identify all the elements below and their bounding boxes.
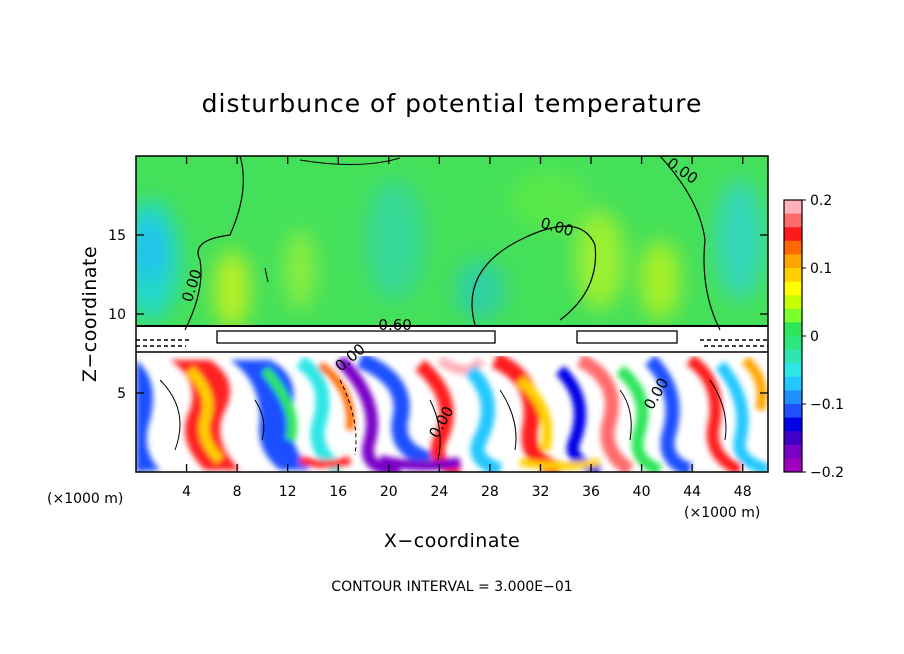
colorbar-swatch <box>784 254 802 269</box>
y-tick-label: 10 <box>108 307 126 323</box>
x-tick-label: 28 <box>481 484 499 500</box>
colorbar-tick-label: 0.2 <box>810 193 832 209</box>
colorbar-swatch <box>784 404 802 419</box>
x-tick-label: 40 <box>633 484 651 500</box>
colorbar-swatch <box>784 417 802 432</box>
colorbar-swatch <box>784 376 802 391</box>
x-unit-left: (×1000 m) <box>47 491 123 507</box>
colorbar-swatch <box>784 281 802 296</box>
x-axis-label: X−coordinate <box>384 530 520 552</box>
x-tick-label: 48 <box>734 484 752 500</box>
colorbar-swatch <box>784 227 802 242</box>
colorbar-swatch <box>784 213 802 228</box>
colorbar-tick-label: −0.1 <box>810 397 844 413</box>
colorbar-tick-label: 0 <box>810 329 819 345</box>
chart-title: disturbunce of potential temperature <box>202 89 703 118</box>
x-unit-right: (×1000 m) <box>684 505 760 521</box>
contour-interval-note: CONTOUR INTERVAL = 3.000E−01 <box>331 579 572 595</box>
y-axis: 5 10 15 <box>108 228 768 402</box>
colorbar-swatch <box>784 295 802 310</box>
x-tick-label: 8 <box>233 484 242 500</box>
y-tick-label: 15 <box>108 228 126 244</box>
colorbar-swatch <box>784 200 802 215</box>
colorbar-swatch <box>784 308 802 323</box>
colorbar-swatch <box>784 363 802 378</box>
colorbar-swatch <box>784 268 802 283</box>
colorbar-swatch <box>784 336 802 351</box>
contour-label: 0.60 <box>378 316 411 334</box>
colorbar-tick-label: −0.2 <box>810 465 844 481</box>
colorbar-swatch <box>784 444 802 459</box>
colorbar-swatch <box>784 458 802 473</box>
plot-field <box>136 156 768 472</box>
colorbar: 0.2 0.1 0 −0.1 −0.2 <box>783 193 844 481</box>
colorbar-tick-label: 0.1 <box>810 261 832 277</box>
x-tick-label: 12 <box>279 484 297 500</box>
colorbar-swatch <box>784 322 802 337</box>
colorbar-swatch <box>784 390 802 405</box>
y-axis-label: Z−coordinate <box>79 246 101 382</box>
x-axis: 4 8 12 16 20 24 28 32 36 40 44 48 <box>182 156 752 500</box>
y-tick-label: 5 <box>117 386 126 402</box>
x-tick-label: 44 <box>683 484 701 500</box>
colorbar-swatch <box>784 431 802 446</box>
x-tick-label: 16 <box>329 484 347 500</box>
x-tick-label: 36 <box>582 484 600 500</box>
x-tick-label: 32 <box>532 484 550 500</box>
colorbar-swatch <box>784 349 802 364</box>
colorbar-swatch <box>784 240 802 255</box>
x-tick-label: 24 <box>430 484 448 500</box>
x-tick-label: 4 <box>182 484 191 500</box>
x-tick-label: 20 <box>380 484 398 500</box>
